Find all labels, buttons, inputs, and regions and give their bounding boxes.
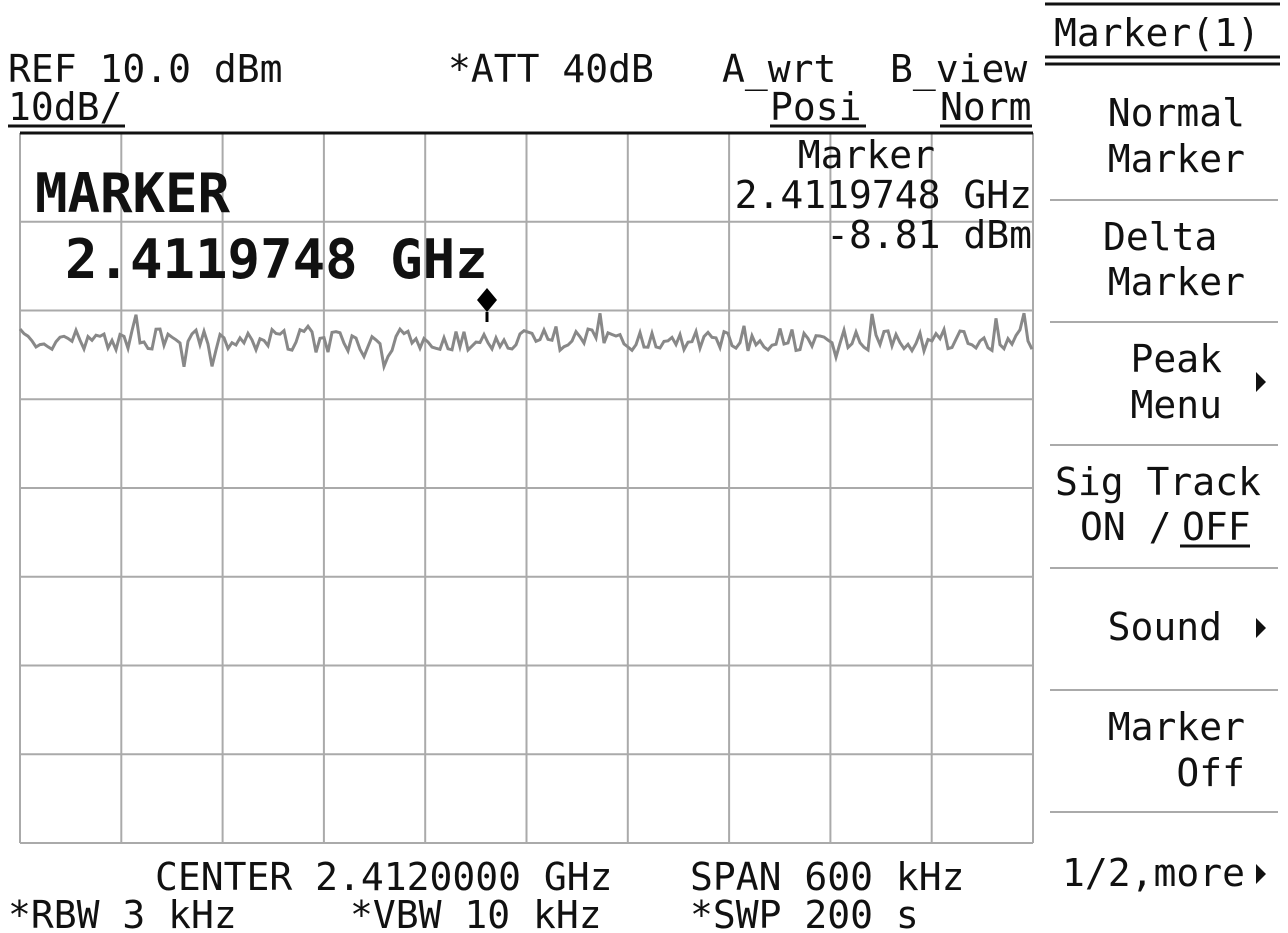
marker-label: Marker [798, 133, 935, 177]
span: SPAN 600 kHz [690, 855, 965, 899]
trace [18, 312, 1034, 372]
softkey[interactable]: Normal Marker [1108, 91, 1245, 181]
softkey[interactable]: 1/2,more [1062, 851, 1266, 895]
marker-big-label: MARKER [35, 162, 231, 225]
softkey[interactable]: Delta Marker [1103, 215, 1245, 304]
trace-b-mode: Norm [940, 85, 1032, 129]
softkey-label[interactable]: Menu [1130, 383, 1222, 427]
rbw: *RBW 3 kHz [8, 893, 237, 933]
softkey-label[interactable]: OFF [1182, 505, 1251, 549]
menu-title: Marker(1) [1054, 11, 1260, 55]
marker-diamond [477, 288, 497, 312]
scale: 10dB/ [8, 85, 122, 129]
softkey-label[interactable]: Peak [1130, 337, 1222, 381]
trace-a-mode: Posi [770, 85, 862, 129]
softkey-label[interactable]: 1/2,more [1062, 851, 1245, 895]
submenu-arrow [1256, 372, 1266, 392]
trace-a: A_wrt [722, 47, 836, 92]
softkey[interactable]: Sound [1108, 605, 1266, 649]
submenu-arrow [1256, 618, 1266, 638]
softkey-label[interactable]: Off [1176, 751, 1245, 795]
softkey-label[interactable]: Delta [1103, 215, 1217, 259]
softkey[interactable]: Peak Menu [1130, 337, 1266, 427]
softkey-label[interactable]: Marker [1108, 705, 1245, 749]
softkey-label[interactable]: Normal [1108, 91, 1245, 135]
ref-level: REF 10.0 dBm [8, 47, 283, 91]
trace-b: B_view [890, 47, 1027, 92]
softkey-label[interactable]: Marker [1108, 137, 1245, 181]
softkey-label[interactable]: Sound [1108, 605, 1222, 649]
softkey-label[interactable]: Sig Track [1055, 460, 1261, 504]
graticule [19, 133, 1034, 844]
vbw: *VBW 10 kHz [350, 893, 602, 933]
center-frequency: CENTER 2.4120000 GHz [155, 855, 613, 899]
softkey[interactable]: Marker Off [1108, 705, 1245, 795]
marker-big-frequency: 2.4119748 GHz [65, 228, 488, 291]
marker-level: -8.81 dBm [826, 213, 1032, 257]
attenuation: *ATT 40dB [448, 47, 654, 91]
softkey-label[interactable]: ON / [1080, 505, 1172, 549]
softkey-label[interactable]: Marker [1108, 260, 1245, 304]
submenu-arrow [1256, 864, 1266, 884]
softkey[interactable]: Sig Track ON / OFF [1055, 460, 1261, 549]
marker-frequency: 2.4119748 GHz [735, 173, 1032, 217]
sweep: *SWP 200 s [690, 893, 919, 933]
